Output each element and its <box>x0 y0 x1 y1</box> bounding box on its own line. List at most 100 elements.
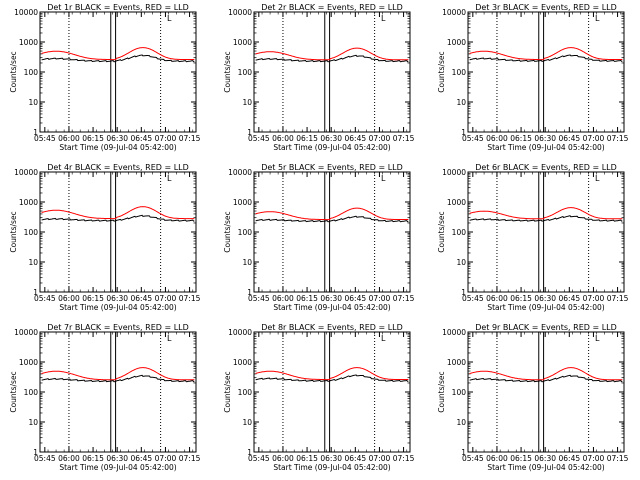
panel-title: Det 8r BLACK = Events, RED = LLD <box>261 323 403 332</box>
y-tick-label: 10000 <box>228 328 252 337</box>
series-line-events <box>255 54 409 63</box>
x-tick-label: 06:15 <box>296 294 318 303</box>
x-tick-label: 06:30 <box>534 294 556 303</box>
plot-frame <box>39 171 197 293</box>
y-tick-label: 1 <box>33 128 38 137</box>
x-tick-label: 06:45 <box>559 454 581 463</box>
panel-2: Det 2r BLACK = Events, RED = LLD 1 10 100 10… <box>223 3 415 152</box>
y-tick-label: 10 <box>456 258 466 267</box>
x-tick-label: 07:15 <box>393 294 415 303</box>
x-tick-label: 05:45 <box>462 454 484 463</box>
l-marker: L <box>595 334 600 343</box>
y-tick-label: 10000 <box>228 168 252 177</box>
x-tick-label: 06:30 <box>106 134 128 143</box>
y-tick-label: 1 <box>461 448 466 457</box>
y-axis-label: Counts/sec <box>437 51 446 92</box>
x-tick-label: 06:30 <box>534 134 556 143</box>
y-tick-label: 100 <box>238 68 253 77</box>
y-axis-label: Counts/sec <box>223 211 232 252</box>
series-line-lld <box>469 367 623 381</box>
y-tick-label: 1 <box>33 448 38 457</box>
x-axis-label: Start Time (09-Jul-04 05:42:00) <box>487 303 604 312</box>
panel-title: Det 5r BLACK = Events, RED = LLD <box>261 163 403 172</box>
panel-title: Det 1r BLACK = Events, RED = LLD <box>47 3 189 12</box>
series-line-lld <box>255 367 409 381</box>
x-tick-label: 06:30 <box>320 134 342 143</box>
series-line-lld <box>255 207 409 221</box>
y-tick-label: 1 <box>247 128 252 137</box>
series-line-events <box>469 215 623 222</box>
l-marker: L <box>595 14 600 23</box>
x-tick-label: 07:00 <box>369 294 391 303</box>
y-tick-label: 10 <box>28 98 38 107</box>
series-line-events <box>255 215 409 223</box>
x-tick-label: 06:30 <box>320 294 342 303</box>
panel-title: Det 2r BLACK = Events, RED = LLD <box>261 3 403 12</box>
y-tick-label: 10000 <box>14 168 38 177</box>
x-tick-label: 05:45 <box>248 294 270 303</box>
panel-7: Det 7r BLACK = Events, RED = LLD 1 10 100 10… <box>9 323 201 472</box>
panel-9: Det 9r BLACK = Events, RED = LLD 1 10 100 10… <box>437 323 629 472</box>
x-tick-label: 06:00 <box>486 454 508 463</box>
x-tick-label: 06:00 <box>486 134 508 143</box>
series-line-lld <box>41 206 195 220</box>
series-line-events <box>469 54 623 62</box>
panel-4: Det 4r BLACK = Events, RED = LLD 1 10 100 10… <box>9 163 201 312</box>
x-tick-label: 06:15 <box>296 454 318 463</box>
x-tick-label: 07:15 <box>607 134 629 143</box>
y-tick-label: 1000 <box>233 358 252 367</box>
plot-frame <box>253 171 411 293</box>
x-tick-label: 06:00 <box>58 454 80 463</box>
x-tick-label: 07:00 <box>583 454 605 463</box>
plot-frame <box>467 11 625 133</box>
x-tick-label: 06:45 <box>131 134 153 143</box>
panel-8: Det 8r BLACK = Events, RED = LLD 1 10 100 10… <box>223 323 415 472</box>
x-tick-label: 07:00 <box>583 134 605 143</box>
x-tick-label: 07:00 <box>369 134 391 143</box>
x-tick-label: 07:15 <box>607 294 629 303</box>
x-axis-label: Start Time (09-Jul-04 05:42:00) <box>273 463 390 472</box>
x-tick-label: 06:45 <box>559 294 581 303</box>
x-tick-label: 06:45 <box>131 454 153 463</box>
panel-1: Det 1r BLACK = Events, RED = LLD 1 10 100 10… <box>9 3 201 152</box>
series-line-lld <box>469 207 623 220</box>
y-tick-label: 10000 <box>228 8 252 17</box>
y-tick-label: 1000 <box>19 38 38 47</box>
x-tick-label: 07:00 <box>155 134 177 143</box>
y-tick-label: 100 <box>24 68 39 77</box>
x-tick-label: 06:15 <box>82 454 104 463</box>
x-tick-label: 06:30 <box>320 454 342 463</box>
y-axis-label: Counts/sec <box>9 371 18 412</box>
x-tick-label: 06:45 <box>559 134 581 143</box>
panel-title: Det 6r BLACK = Events, RED = LLD <box>475 163 617 172</box>
y-tick-label: 1000 <box>447 38 466 47</box>
y-tick-label: 100 <box>24 388 39 397</box>
y-tick-label: 100 <box>238 388 253 397</box>
x-tick-label: 06:30 <box>106 294 128 303</box>
x-axis-label: Start Time (09-Jul-04 05:42:00) <box>273 303 390 312</box>
y-tick-label: 100 <box>452 388 467 397</box>
y-tick-label: 10000 <box>442 168 466 177</box>
y-tick-label: 10 <box>456 98 466 107</box>
x-tick-label: 06:30 <box>106 454 128 463</box>
y-tick-label: 1000 <box>233 38 252 47</box>
x-tick-label: 07:15 <box>393 134 415 143</box>
y-tick-label: 100 <box>24 228 39 237</box>
panel-6: Det 6r BLACK = Events, RED = LLD 1 10 100 10… <box>437 163 629 312</box>
l-marker: L <box>381 334 386 343</box>
y-axis-label: Counts/sec <box>9 51 18 92</box>
x-tick-label: 05:45 <box>248 134 270 143</box>
plot-frame <box>467 171 625 293</box>
panel-title: Det 7r BLACK = Events, RED = LLD <box>47 323 189 332</box>
x-tick-label: 07:15 <box>179 454 201 463</box>
series-line-lld <box>469 47 623 61</box>
x-tick-label: 06:30 <box>534 454 556 463</box>
y-tick-label: 100 <box>452 68 467 77</box>
panel-title: Det 9r BLACK = Events, RED = LLD <box>475 323 617 332</box>
panel-5: Det 5r BLACK = Events, RED = LLD 1 10 100 10… <box>223 163 415 312</box>
x-tick-label: 05:45 <box>34 454 56 463</box>
y-tick-label: 1 <box>247 448 252 457</box>
series-line-lld <box>255 47 409 61</box>
x-axis-label: Start Time (09-Jul-04 05:42:00) <box>487 463 604 472</box>
